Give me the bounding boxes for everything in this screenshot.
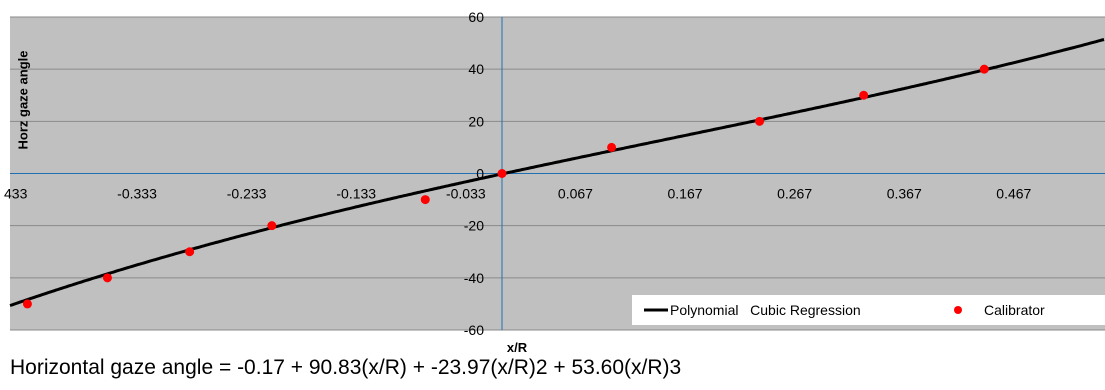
x-tick-label: -0.033 (446, 186, 486, 202)
legend-dot-swatch (954, 306, 962, 314)
tick-labels: 60 40 20 0 -20 -40 -60 433 -0.333 -0.233 -0.133 -0.… (4, 9, 1032, 338)
calibrator-point (607, 142, 617, 152)
calibrator-point (497, 169, 507, 178)
calibrator-point (102, 273, 112, 283)
legend-box (632, 295, 1105, 325)
legend-label-regression: Polynomial Cubic Regression (670, 302, 861, 318)
calibrator-point (185, 247, 195, 257)
calibrator-point (755, 116, 765, 126)
y-tick-label: -60 (464, 322, 484, 338)
calibrator-point (420, 195, 430, 205)
legend: Polynomial Cubic Regression Calibrator (632, 295, 1105, 325)
y-tick-label: -20 (464, 218, 484, 234)
chart: 60 40 20 0 -20 -40 -60 433 -0.333 -0.233 -0.133 -0.… (4, 9, 1105, 352)
calibrator-point (979, 64, 989, 74)
y-axis-label: Horz gaze angle (15, 51, 30, 150)
x-tick-label: -0.133 (336, 186, 376, 202)
x-tick-label: 0.367 (887, 186, 922, 202)
x-axis-label: x/R (507, 340, 528, 352)
legend-label-calibrator: Calibrator (984, 302, 1045, 318)
x-tick-label: 0.467 (996, 186, 1031, 202)
y-tick-label: 40 (468, 61, 484, 77)
calibrator-point (267, 221, 277, 231)
y-tick-label: 0 (476, 166, 484, 182)
y-tick-label: 60 (468, 9, 484, 25)
y-tick-label: -40 (464, 270, 484, 286)
regression-equation: Horizontal gaze angle = -0.17 + 90.83(x/… (10, 356, 682, 379)
x-tick-label: -0.233 (227, 186, 267, 202)
gridlines (10, 16, 1105, 331)
x-tick-label: 0.167 (668, 186, 703, 202)
x-tick-label: 433 (4, 186, 28, 202)
x-tick-label: 0.067 (558, 186, 593, 202)
x-tick-label: -0.333 (117, 186, 157, 202)
calibrator-point (22, 299, 32, 309)
y-axis-title: Horz gaze angle (15, 51, 30, 150)
y-tick-label: 20 (468, 113, 484, 129)
calibrator-points (22, 64, 989, 309)
x-tick-label: 0.267 (777, 186, 812, 202)
calibrator-point (859, 90, 869, 100)
